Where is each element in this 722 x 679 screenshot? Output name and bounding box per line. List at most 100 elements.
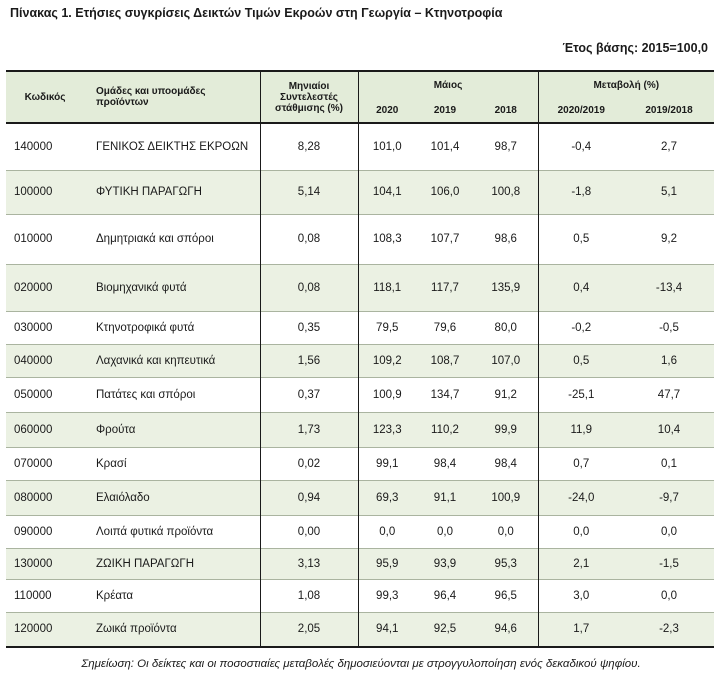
header-year-2020: 2020	[357, 98, 416, 123]
cell-change-2019-2018: -1,5	[659, 557, 679, 570]
cell-2020: 108,3	[357, 214, 416, 264]
table-row: 140000 ΓΕΝΙΚΟΣ ΔΕΙΚΤΗΣ ΕΚΡΟΩΝ 8,28 101,0 101…	[6, 123, 714, 170]
cell-change-2020-2019: -1,8	[537, 170, 624, 214]
cell-weight: 2,05	[259, 612, 358, 647]
cell-change-2020-2019: -0,4	[537, 123, 624, 170]
cell-2020: 101,0	[357, 123, 416, 170]
cell-2020: 69,3	[357, 480, 416, 515]
cell-name: ΓΕΝΙΚΟΣ ΔΕΙΚΤΗΣ ΕΚΡΟΩΝ	[96, 140, 249, 153]
table-row: 100000 ΦΥΤΙΚΗ ΠΑΡΑΓΩΓΗ 5,14 104,1 106,0 100,8…	[6, 170, 714, 214]
cell-2018: 99,9	[494, 423, 517, 436]
header-month: Μάιος	[357, 71, 538, 98]
cell-2020: 104,1	[357, 170, 416, 214]
cell-name: Λοιπά φυτικά προϊόντα	[96, 525, 214, 538]
cell-weight: 8,28	[259, 123, 358, 170]
cell-code: 020000	[14, 281, 53, 294]
cell-change-2019-2018: 5,1	[661, 186, 677, 198]
cell-2018: 95,3	[494, 557, 517, 570]
cell-weight: 1,08	[259, 579, 358, 612]
cell-2018: 107,0	[491, 354, 521, 367]
cell-2020: 99,1	[357, 447, 416, 480]
cell-2020: 100,9	[357, 377, 416, 412]
cell-2019: 110,2	[431, 423, 459, 436]
cell-code: 040000	[14, 354, 53, 367]
table-row: 020000 Βιομηχανικά φυτά 0,08 118,1 117,7 135,…	[6, 264, 714, 311]
table-row: 070000 Κρασί 0,02 99,1 98,4 98,4 0,7 0,1	[6, 447, 714, 480]
cell-code: 030000	[14, 321, 53, 334]
cell-weight: 0,08	[259, 214, 358, 264]
header-change: Μεταβολή (%)	[537, 71, 714, 98]
cell-2020: 79,5	[357, 311, 416, 344]
table-row: 080000 Ελαιόλαδο 0,94 69,3 91,1 100,9 -24,0 -9,…	[6, 480, 714, 515]
cell-weight: 0,02	[259, 447, 358, 480]
table-row: 090000 Λοιπά φυτικά προϊόντα 0,00 0,0 0,0 0,0…	[6, 515, 714, 548]
cell-code: 080000	[14, 491, 53, 504]
cell-code: 050000	[14, 388, 53, 401]
cell-2018: 0,0	[497, 525, 514, 538]
cell-2020: 123,3	[357, 412, 416, 447]
cell-change-2020-2019: 1,7	[537, 612, 624, 647]
cell-weight: 3,13	[259, 548, 358, 579]
header-year-2018: 2018	[474, 98, 538, 123]
cell-code: 100000	[14, 186, 53, 198]
cell-weight: 0,37	[259, 377, 358, 412]
cell-code: 120000	[14, 623, 53, 636]
cell-2019: 106,0	[430, 186, 460, 198]
cell-change-2020-2019: 3,0	[537, 579, 624, 612]
header-year-2019: 2019	[416, 98, 474, 123]
table-row: 060000 Φρούτα 1,73 123,3 110,2 99,9 11,9 10,4	[6, 412, 714, 447]
cell-2018: 98,7	[494, 140, 517, 153]
cell-change-2020-2019: -25,1	[537, 377, 624, 412]
cell-change-2020-2019: 0,4	[537, 264, 624, 311]
cell-change-2019-2018: 0,0	[661, 525, 677, 538]
cell-code: 090000	[14, 525, 53, 538]
table-row: 010000 Δημητριακά και σπόροι 0,08 108,3 107,…	[6, 214, 714, 264]
table-row: 120000 Ζωικά προϊόντα 2,05 94,1 92,5 94,6 1,7 -…	[6, 612, 714, 647]
cell-name: Βιομηχανικά φυτά	[96, 281, 187, 294]
cell-weight: 0,35	[259, 311, 358, 344]
cell-name: ΦΥΤΙΚΗ ΠΑΡΑΓΩΓΗ	[96, 186, 202, 198]
cell-2018: 135,9	[491, 281, 521, 294]
cell-2019: 79,6	[433, 321, 457, 334]
cell-change-2020-2019: 0,5	[537, 214, 624, 264]
cell-2018: 80,0	[494, 321, 517, 334]
cell-name: Κρέατα	[96, 589, 134, 602]
cell-change-2019-2018: -0,5	[659, 321, 679, 334]
cell-2019: 91,1	[433, 491, 457, 504]
cell-change-2019-2018: 0,0	[661, 589, 677, 602]
cell-2020: 95,9	[357, 548, 416, 579]
cell-change-2020-2019: 0,0	[537, 515, 624, 548]
cell-2019: 92,5	[433, 623, 457, 636]
cell-change-2020-2019: -24,0	[537, 480, 624, 515]
header-change-2019-2018: 2019/2018	[624, 98, 714, 123]
cell-code: 140000	[14, 140, 53, 153]
cell-change-2019-2018: -2,3	[659, 623, 679, 636]
cell-code: 060000	[14, 423, 53, 436]
cell-name: Λαχανικά και κηπευτικά	[96, 354, 216, 367]
cell-2020: 0,0	[357, 515, 416, 548]
table-title: Πίνακας 1. Ετήσιες συγκρίσεις Δεικτών Τι…	[10, 6, 503, 20]
cell-change-2019-2018: 2,7	[661, 140, 677, 153]
cell-2019: 107,7	[430, 233, 460, 245]
cell-change-2019-2018: 47,7	[657, 388, 681, 401]
cell-2018: 96,5	[494, 589, 517, 602]
cell-change-2019-2018: 0,1	[661, 457, 677, 470]
cell-2019: 0,0	[437, 525, 453, 538]
cell-2018: 91,2	[494, 388, 517, 401]
cell-name: Δημητριακά και σπόροι	[96, 233, 214, 245]
header-code: Κωδικός	[6, 71, 84, 123]
cell-2020: 94,1	[357, 612, 416, 647]
table-row: 030000 Κτηνοτροφικά φυτά 0,35 79,5 79,6 80,0 -…	[6, 311, 714, 344]
table-row: 040000 Λαχανικά και κηπευτικά 1,56 109,2 108…	[6, 344, 714, 377]
cell-change-2020-2019: 0,5	[537, 344, 624, 377]
cell-2019: 134,7	[430, 388, 460, 401]
cell-2019: 108,7	[430, 354, 460, 367]
table-row: 050000 Πατάτες και σπόροι 0,37 100,9 134,7 91…	[6, 377, 714, 412]
cell-name: Ζωικά προϊόντα	[96, 623, 177, 636]
cell-change-2019-2018: -9,7	[659, 491, 679, 504]
cell-name: Ελαιόλαδο	[96, 491, 150, 504]
cell-change-2019-2018: 1,6	[661, 354, 677, 367]
cell-weight: 1,56	[259, 344, 358, 377]
price-index-table: Κωδικός Ομάδες και υποομάδες προϊόντων Μ…	[6, 70, 714, 648]
cell-change-2019-2018: -13,4	[655, 281, 683, 294]
